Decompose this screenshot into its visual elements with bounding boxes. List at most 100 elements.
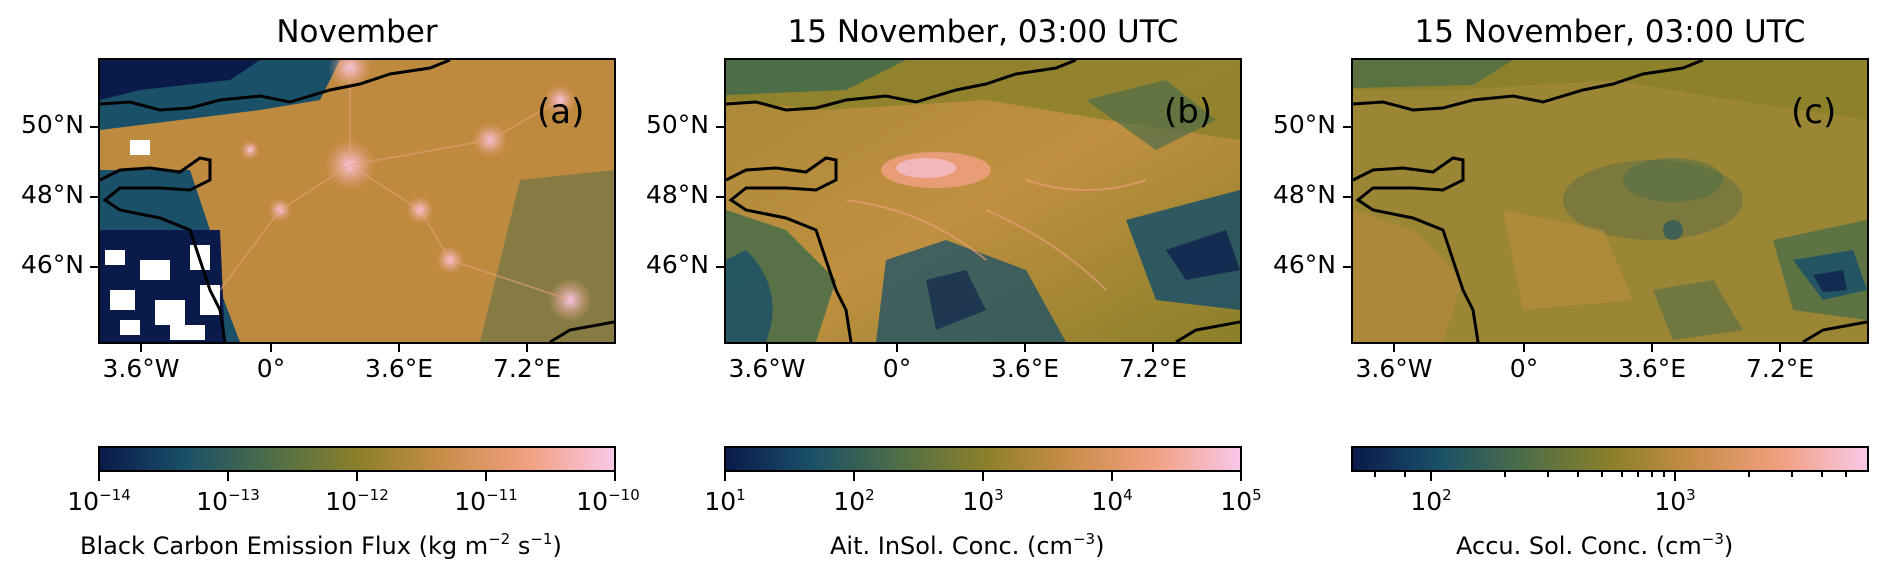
colorbar-minor-tick [1601, 472, 1603, 477]
colorbar-tick [485, 472, 487, 481]
lat-label: 50°N [20, 110, 84, 139]
colorbar-title: Ait. InSol. Conc. (cm−3) [830, 530, 1105, 560]
lat-tick [716, 266, 724, 268]
colorbar-tick [1111, 472, 1113, 481]
panel-title: 15 November, 03:00 UTC [1414, 14, 1806, 50]
colorbar-tick-label: 10−11 [454, 486, 518, 516]
panel-label: (a) [537, 92, 585, 132]
panel-c: 15 November, 03:00 UTC (c) 50°N 48°N 46°… [1254, 0, 1869, 580]
aitken-insoluble-map [726, 60, 1240, 342]
lat-label: 48°N [1272, 180, 1336, 209]
lat-tick [90, 126, 98, 128]
panel-b: 15 November, 03:00 UTC (b) 50°N 48°N 46 [627, 0, 1262, 580]
colorbar-tick [227, 472, 229, 481]
coastline [726, 60, 1240, 342]
colorbar-tick-label: 10−13 [196, 486, 260, 516]
lat-tick [716, 126, 724, 128]
colorbar-minor-tick [1621, 472, 1623, 477]
colorbar-minor-tick [1404, 472, 1406, 477]
lon-tick [766, 344, 768, 352]
lat-label: 50°N [645, 110, 709, 139]
lon-label: 7.2°E [492, 354, 562, 383]
panel-label: (b) [1164, 92, 1213, 132]
lat-label: 48°N [20, 180, 84, 209]
colorbar-minor-tick [1791, 472, 1793, 477]
colorbar-tick [356, 472, 358, 481]
lat-tick [1343, 266, 1351, 268]
emission-map [100, 60, 614, 342]
colorbar-minor-tick [1748, 472, 1750, 477]
lon-label: 0° [882, 354, 912, 383]
lon-tick [1152, 344, 1154, 352]
colorbar-minor-tick [1504, 472, 1506, 477]
colorbar-tick [1240, 472, 1242, 481]
panel-label: (c) [1791, 92, 1837, 132]
colorbar-minor-tick [1821, 472, 1823, 477]
map-area [1351, 58, 1869, 344]
colorbar-minor-tick [1547, 472, 1549, 477]
lat-label: 46°N [1272, 250, 1336, 279]
accumulation-soluble-map [1353, 60, 1867, 342]
colorbar-tick [853, 472, 855, 481]
panel-title: November [276, 14, 438, 50]
coastline [100, 60, 614, 342]
colorbar-tick-label: 10−12 [325, 486, 389, 516]
colorbar-title: Black Carbon Emission Flux (kg m−2 s−1) [80, 530, 562, 560]
colorbar-tick-label: 104 [1091, 486, 1133, 516]
lat-tick [90, 266, 98, 268]
lon-label: 3.6°E [364, 354, 434, 383]
colorbar-tick-label: 10−10 [576, 486, 640, 516]
lon-tick [1393, 344, 1395, 352]
lon-tick [1651, 344, 1653, 352]
colorbar-tick [982, 472, 984, 481]
lat-tick [1343, 126, 1351, 128]
colorbar-tick [1674, 472, 1676, 481]
lon-tick [140, 344, 142, 352]
colorbar-tick [1430, 472, 1432, 481]
lat-tick [1343, 196, 1351, 198]
lon-label: 7.2°E [1118, 354, 1188, 383]
colorbar-tick-label: 102 [1410, 486, 1452, 516]
lon-label: 3.6°W [728, 354, 806, 383]
lon-tick [526, 344, 528, 352]
colorbar-tick [614, 472, 616, 481]
lon-tick [1024, 344, 1026, 352]
lon-label: 3.6°W [102, 354, 180, 383]
lon-tick [1779, 344, 1781, 352]
coastline [1353, 60, 1867, 342]
colorbar-minor-tick [1663, 472, 1665, 477]
panel-title: 15 November, 03:00 UTC [787, 14, 1179, 50]
colorbar-tick [724, 472, 726, 481]
lon-tick [398, 344, 400, 352]
lon-label: 3.6°E [990, 354, 1060, 383]
lon-label: 3.6°E [1617, 354, 1687, 383]
lon-tick [1523, 344, 1525, 352]
colorbar-minor-tick [1651, 472, 1653, 477]
lon-label: 0° [1509, 354, 1539, 383]
lat-label: 50°N [1272, 110, 1336, 139]
lon-tick [270, 344, 272, 352]
colorbar-minor-tick [1374, 472, 1376, 477]
colorbar [724, 446, 1242, 472]
lon-tick [896, 344, 898, 352]
colorbar-tick-label: 10−14 [67, 486, 131, 516]
map-area [724, 58, 1242, 344]
colorbar-tick-label: 103 [1654, 486, 1696, 516]
lat-tick [716, 196, 724, 198]
map-area [98, 58, 616, 344]
lon-label: 3.6°W [1355, 354, 1433, 383]
colorbar [1351, 446, 1869, 472]
lat-label: 46°N [20, 250, 84, 279]
lon-label: 0° [256, 354, 286, 383]
colorbar-tick [98, 472, 100, 481]
colorbar-minor-tick [1577, 472, 1579, 477]
colorbar-tick-label: 102 [833, 486, 875, 516]
colorbar-minor-tick [1637, 472, 1639, 477]
colorbar [98, 446, 616, 472]
lat-label: 46°N [645, 250, 709, 279]
colorbar-minor-tick [1845, 472, 1847, 477]
lat-label: 48°N [645, 180, 709, 209]
panel-a: November [0, 0, 640, 580]
lat-tick [90, 196, 98, 198]
colorbar-tick-label: 103 [962, 486, 1004, 516]
